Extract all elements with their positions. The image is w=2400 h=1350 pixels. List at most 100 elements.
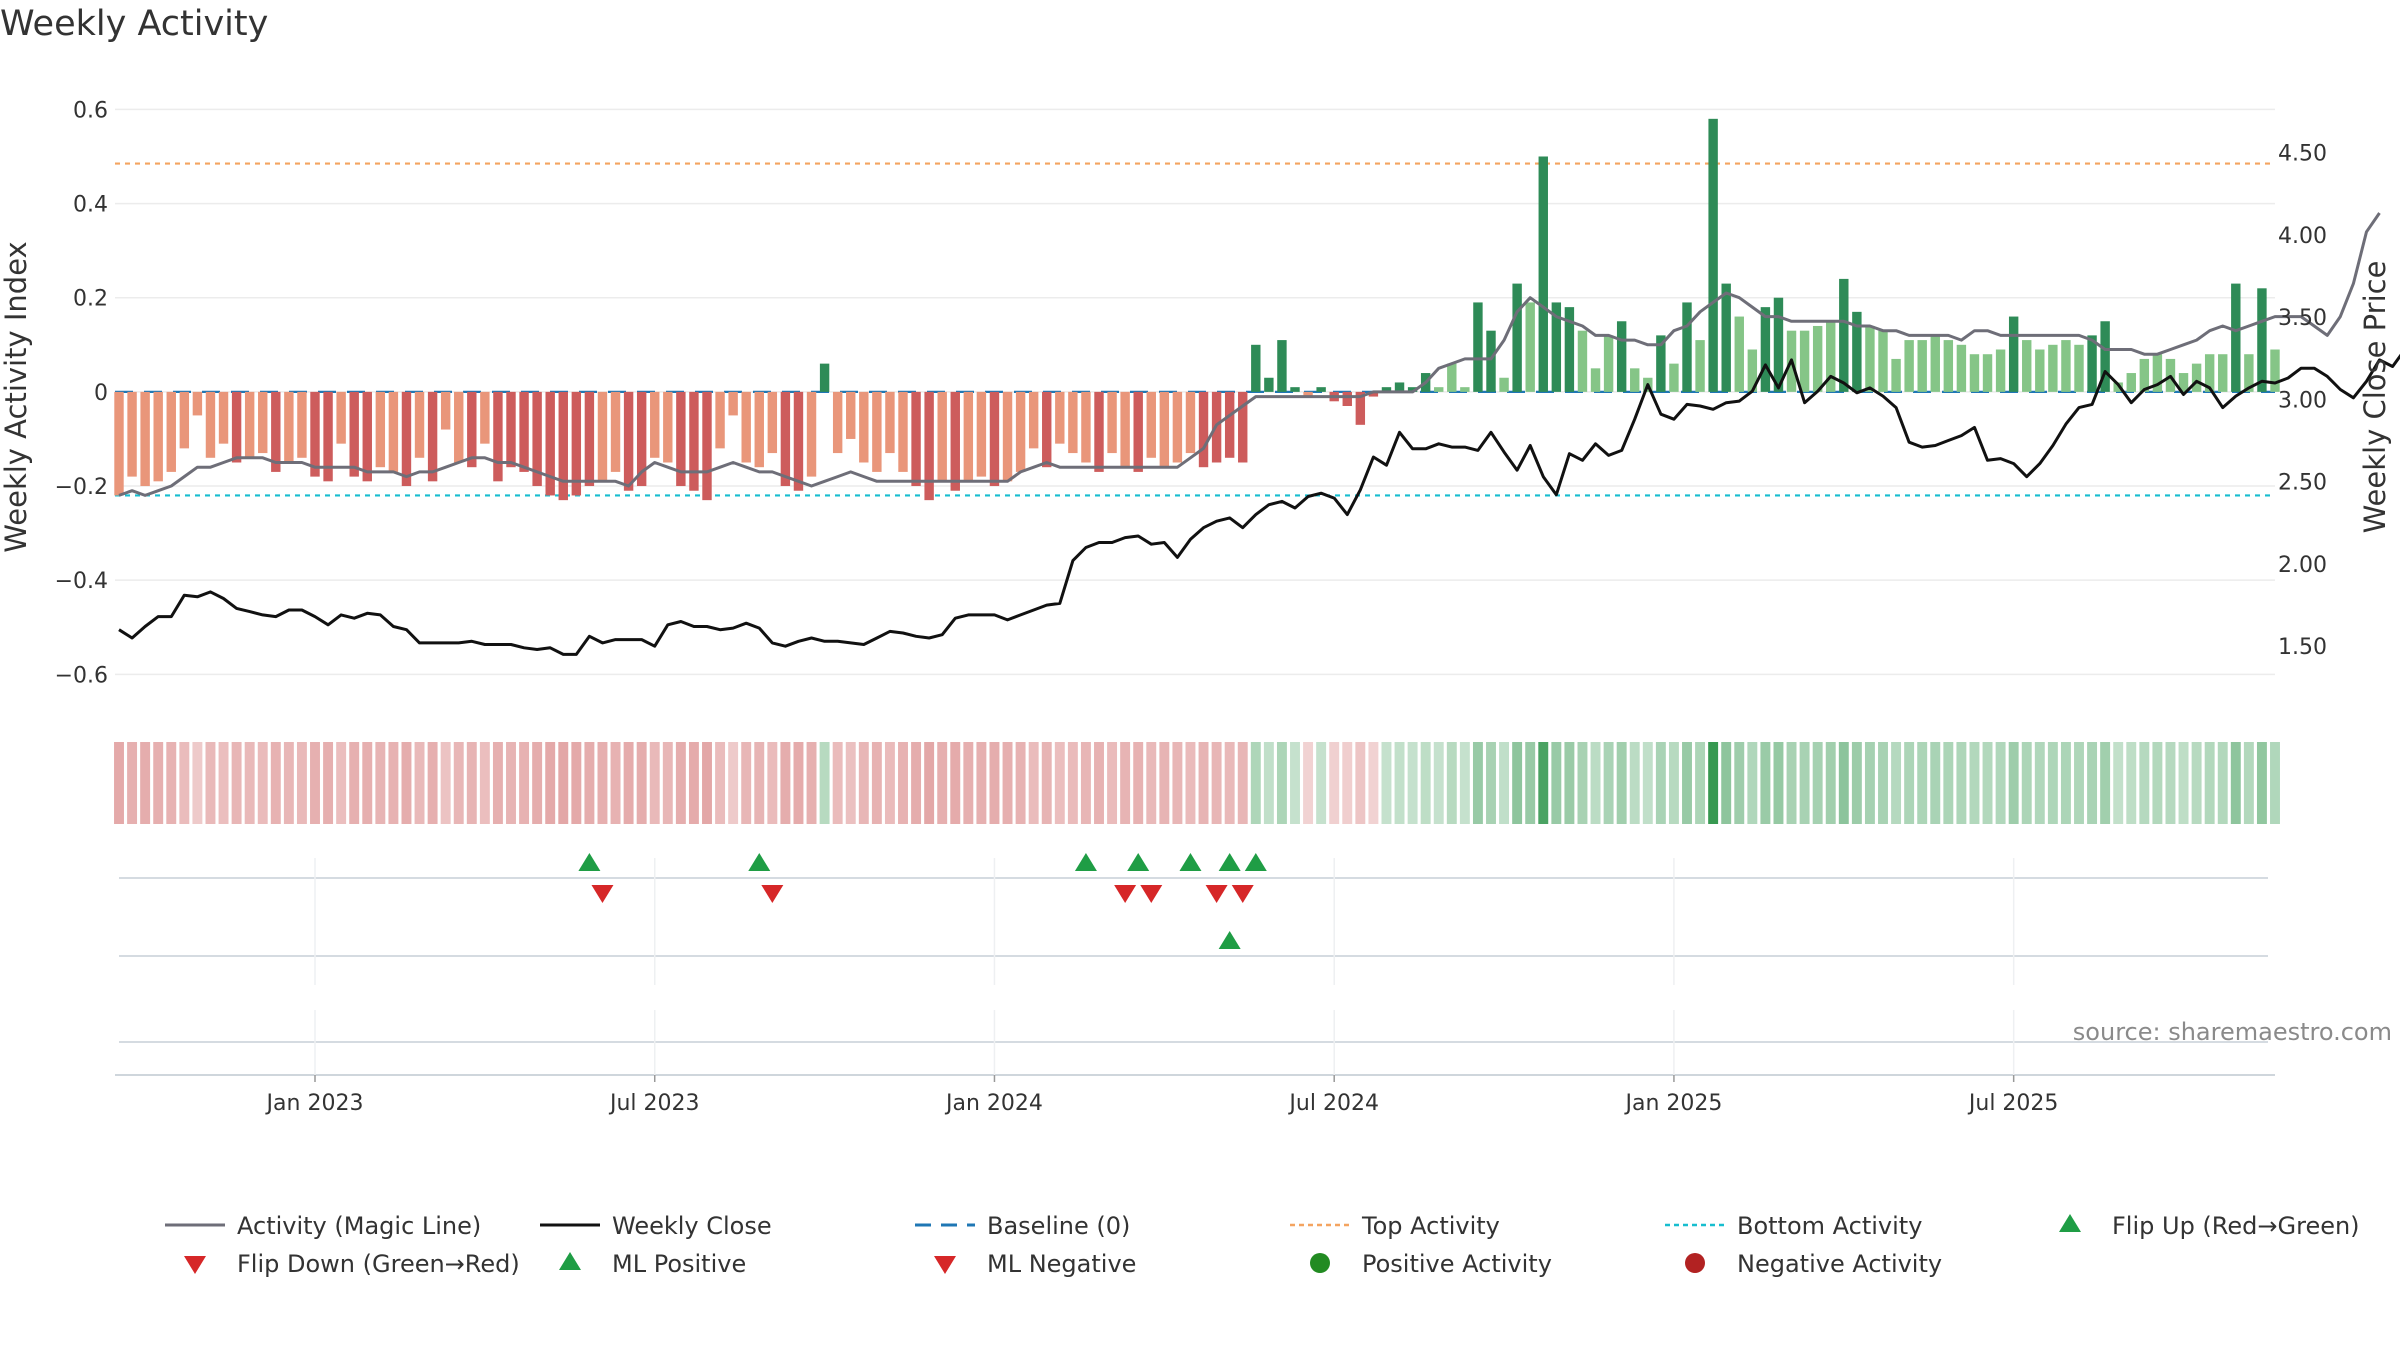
right-tick-label-6: 1.50: [2278, 635, 2327, 660]
activity-bar: [1303, 391, 1313, 397]
heat-cell: [2008, 742, 2019, 824]
right-tick-label-2: 3.50: [2278, 306, 2327, 331]
activity-bar: [336, 391, 346, 444]
activity-bar: [1368, 391, 1379, 397]
activity-bar: [1721, 283, 1731, 392]
left-tick-label-0: 0.6: [73, 98, 108, 123]
heat-cell: [1146, 742, 1157, 824]
activity-bar: [806, 391, 817, 477]
activity-bar: [1394, 382, 1405, 392]
right-tick-label-1: 4.00: [2278, 224, 2327, 249]
legend: Activity (Magic Line) Weekly Close Baselin…: [165, 1212, 2360, 1278]
heat-cell: [179, 742, 190, 824]
activity-bar: [1695, 340, 1705, 392]
activity-bar: [1930, 335, 1940, 392]
heat-cell: [976, 742, 987, 824]
activity-bar: [1773, 297, 1784, 392]
activity-bar: [1316, 387, 1326, 392]
heat-cell: [1067, 742, 1078, 824]
heat-cell: [1107, 742, 1118, 824]
activity-bar: [623, 391, 634, 491]
activity-bar: [2035, 349, 2045, 392]
activity-bar: [1146, 391, 1156, 458]
activity-bar: [440, 391, 451, 430]
activity-heat-strip: [114, 742, 2280, 824]
activity-bar: [323, 391, 333, 482]
activity-bar: [1760, 307, 1771, 392]
activity-bar: [1172, 391, 1183, 463]
activity-bar: [650, 391, 660, 458]
heat-cell: [675, 742, 686, 824]
activity-bar: [310, 391, 320, 477]
chart-title: Weekly Activity: [0, 4, 269, 44]
activity-bar: [2152, 354, 2163, 392]
activity-bar: [2191, 363, 2202, 392]
activity-bar: [1342, 391, 1352, 406]
heat-cell: [1512, 742, 1523, 824]
activity-bar: [2113, 382, 2123, 392]
activity-bar: [2008, 316, 2019, 392]
activity-bar: [1956, 344, 1967, 392]
flip-down-marker: [1231, 885, 1254, 903]
heat-cell: [257, 742, 268, 824]
heat-cell: [1760, 742, 1771, 824]
heat-cell: [1878, 742, 1888, 824]
heat-cell: [1407, 742, 1418, 824]
activity-bar: [1486, 330, 1496, 392]
signal-markers: [578, 853, 1267, 949]
legend-label: Flip Down (Green→Red): [237, 1250, 520, 1278]
legend-item-bottom: Bottom Activity: [1665, 1212, 1922, 1240]
heat-cell: [1629, 742, 1640, 824]
legend-item-baseline: Baseline (0): [915, 1212, 1130, 1240]
heat-cell: [323, 742, 334, 824]
flip-down-marker: [591, 885, 614, 903]
activity-bar: [2244, 354, 2254, 392]
activity-bar: [258, 391, 268, 454]
heat-cell: [270, 742, 281, 824]
heat-cell: [506, 742, 516, 824]
activity-bar: [1878, 330, 1888, 392]
activity-bar: [205, 391, 216, 458]
activity-bar: [1630, 368, 1640, 392]
activity-bar: [741, 391, 751, 463]
heat-cell: [192, 742, 203, 824]
heat-cell: [1590, 742, 1601, 824]
heat-cell: [466, 742, 477, 824]
heat-cell: [2230, 742, 2241, 824]
activity-bar: [676, 391, 686, 487]
heat-cell: [1956, 742, 1967, 824]
legend-label: Weekly Close: [612, 1212, 772, 1240]
heat-cell: [1695, 742, 1706, 824]
flip-up-marker: [748, 853, 771, 871]
activity-bars: [114, 118, 2280, 501]
activity-bar: [1381, 387, 1392, 392]
activity-bar: [401, 391, 412, 487]
heat-cell: [1054, 742, 1065, 824]
heat-cell: [2256, 742, 2267, 824]
heat-cell: [937, 742, 948, 824]
heat-cell: [924, 742, 935, 824]
flip-down-marker: [1140, 885, 1163, 903]
activity-bar: [1224, 391, 1235, 458]
heat-cell: [2191, 742, 2202, 824]
activity-bar: [689, 391, 699, 491]
heat-cell: [1316, 742, 1327, 824]
activity-bar: [1616, 321, 1627, 392]
heat-cell: [649, 742, 660, 824]
heat-cell: [1838, 742, 1849, 824]
heat-cell: [218, 742, 229, 824]
heat-cell: [2204, 742, 2215, 824]
heat-cell: [1041, 742, 1052, 824]
ml-positive-marker: [1218, 931, 1241, 949]
heat-cell: [1224, 742, 1235, 824]
flip-up-marker: [1074, 853, 1097, 871]
heat-cell: [1551, 742, 1562, 824]
heat-cell: [806, 742, 817, 824]
heat-cell: [414, 742, 425, 824]
right-tick-label-4: 2.50: [2278, 471, 2327, 496]
heat-cell: [558, 742, 569, 824]
activity-bar: [244, 391, 255, 458]
heat-cell: [767, 742, 778, 824]
heat-cell: [2087, 742, 2098, 824]
activity-bar: [271, 391, 281, 472]
